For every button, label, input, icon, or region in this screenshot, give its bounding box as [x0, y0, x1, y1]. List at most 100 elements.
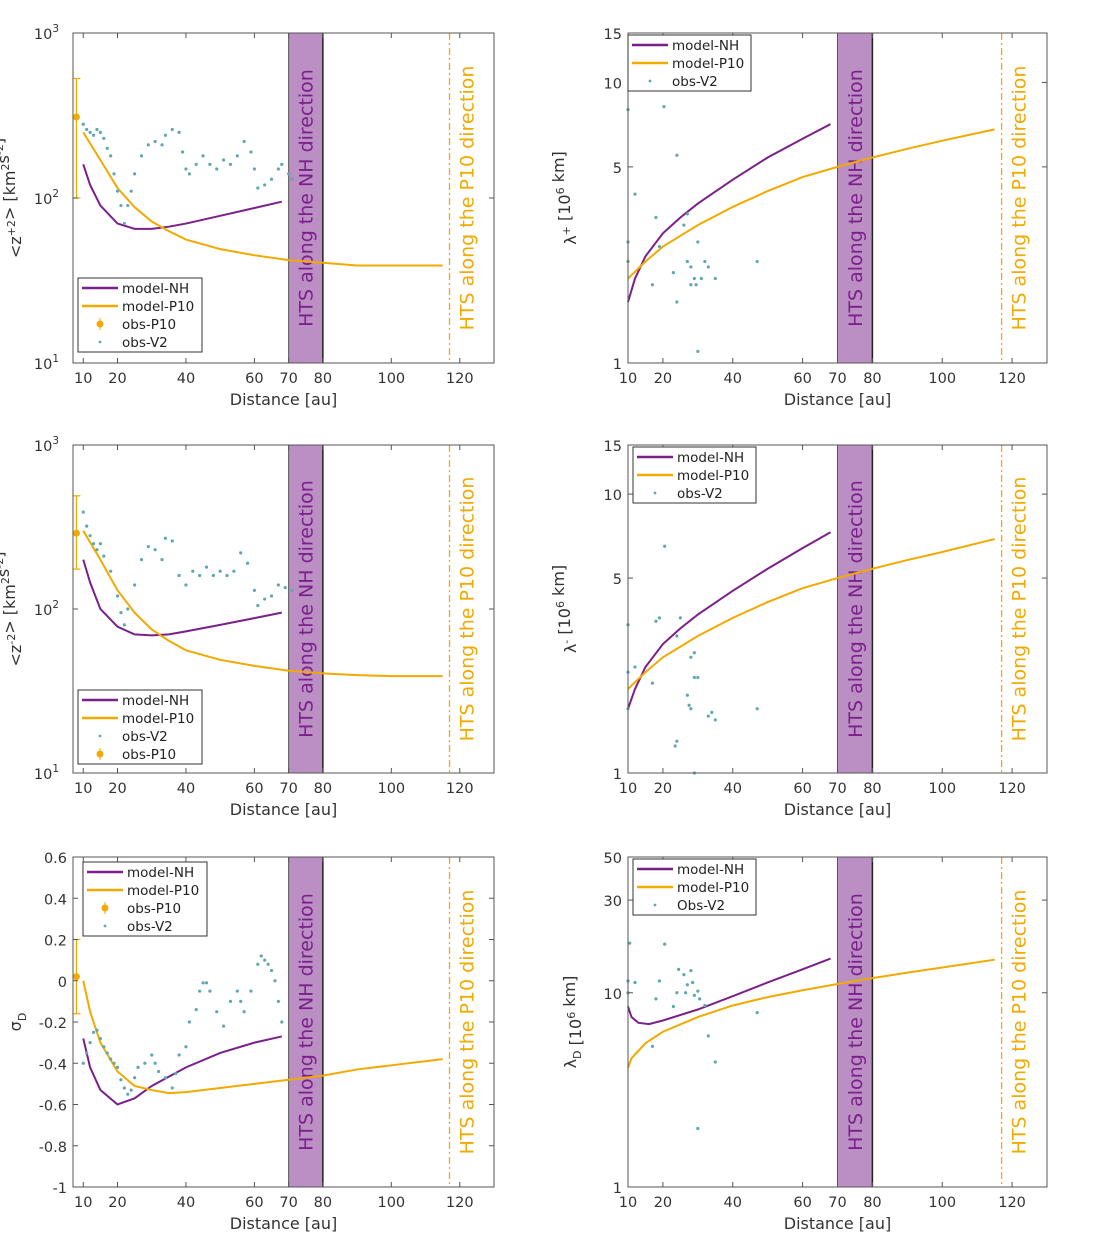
point-Obs-V2 — [654, 997, 658, 1001]
hts-nh-band — [288, 32, 324, 364]
legend: model-NH model-P10 obs-V2 — [632, 446, 757, 504]
point-obs-V2 — [269, 177, 274, 181]
legend-entry: model-NH — [127, 865, 194, 881]
y-tick-label: 0 — [58, 975, 67, 991]
x-tick-label: 10 — [74, 371, 92, 387]
point-obs-V2 — [215, 1010, 219, 1014]
legend-swatch-obs-V2 — [653, 491, 657, 495]
point-obs-V2 — [184, 583, 188, 587]
point-obs-V2 — [119, 203, 123, 208]
hts-p10-label: HTS along the P10 direction — [457, 477, 479, 742]
panel-zminus: HTS along the NH direction HTS along the … — [0, 435, 495, 819]
point-obs-V2 — [95, 1028, 99, 1032]
y-tick-label: 0.4 — [44, 892, 67, 908]
y-tick-label: 101 — [34, 353, 59, 373]
point-Obs-V2 — [684, 991, 688, 995]
point-obs-V2 — [713, 276, 717, 281]
y-label-part: s — [0, 569, 13, 577]
y-label-part: > [km — [0, 584, 19, 634]
point-obs-V2 — [713, 718, 717, 722]
y-axis-label: <z+2> [km2s-2] — [0, 138, 25, 258]
y-label-part: + — [560, 226, 573, 235]
point-obs-V2 — [129, 1088, 133, 1092]
y-label-part: 6 — [565, 1012, 578, 1019]
y-tick-label: 1 — [613, 767, 622, 783]
point-Obs-V2 — [677, 967, 681, 971]
legend-entry: model-NH — [672, 38, 739, 54]
point-obs-V2 — [133, 172, 137, 176]
point-obs-V2 — [81, 122, 85, 126]
legend-entry: model-NH — [122, 693, 189, 709]
exponent: 1 — [52, 763, 59, 775]
point-obs-V2 — [671, 270, 675, 275]
point-obs-V2 — [249, 150, 253, 154]
point-obs-V2 — [696, 675, 700, 680]
y-tick-label: 10 — [604, 76, 622, 92]
x-tick-label: 10 — [619, 1195, 637, 1211]
legend-swatch-obs-P10 — [101, 904, 109, 912]
y-tick-label: 50 — [604, 851, 622, 867]
point-obs-V2 — [290, 588, 294, 592]
point-obs-V2 — [263, 958, 267, 962]
point-obs-V2 — [184, 167, 188, 171]
point-obs-V2 — [98, 130, 102, 134]
exponent: 3 — [52, 435, 59, 447]
legend: model-NH model-P10 Obs-V2 — [632, 858, 757, 916]
point-obs-V2 — [160, 143, 164, 147]
point-obs-V2 — [706, 265, 710, 269]
point-obs-V2 — [194, 162, 198, 166]
x-tick-label: 80 — [314, 371, 332, 387]
point-Obs-V2 — [755, 1011, 759, 1015]
point-obs-V2 — [689, 707, 693, 711]
point-obs-V2 — [256, 962, 260, 966]
point-obs-V2 — [139, 558, 144, 562]
point-obs-V2 — [692, 651, 696, 655]
point-Obs-V2 — [663, 942, 667, 946]
y-label-part: λ — [561, 1059, 580, 1068]
y-tick-label: -0.4 — [39, 1057, 67, 1073]
legend-entry: obs-P10 — [122, 747, 176, 763]
y-tick-label: 1 — [613, 1181, 622, 1197]
point-obs-V2 — [163, 1076, 168, 1080]
point-obs-V2 — [694, 283, 698, 287]
x-tick-label: 40 — [724, 1195, 742, 1211]
x-tick-label: 80 — [863, 371, 881, 387]
legend-swatch-obs-V2 — [98, 734, 102, 738]
point-obs-V2 — [692, 276, 696, 281]
point-obs-V2 — [685, 259, 689, 264]
point-obs-V2 — [650, 681, 655, 685]
point-obs-V2 — [91, 1030, 96, 1034]
legend-swatch-obs-P10 — [96, 750, 104, 758]
point-obs-V2 — [153, 139, 157, 144]
x-tick-label: 70 — [279, 371, 297, 387]
legend-swatch-obs-V2 — [648, 79, 652, 83]
point-obs-V2 — [266, 962, 270, 966]
x-tick-label: 70 — [279, 781, 297, 797]
point-obs-V2 — [122, 623, 126, 627]
legend-entry: model-NH — [122, 281, 189, 297]
point-Obs-V2 — [685, 983, 689, 987]
point-obs-V2 — [235, 154, 239, 158]
point-obs-V2 — [654, 619, 658, 623]
x-tick-label: 10 — [74, 1195, 92, 1211]
point-obs-V2 — [703, 259, 707, 264]
point-Obs-V2 — [690, 980, 695, 985]
legend-swatch-obs-V2 — [103, 924, 107, 928]
point-Obs-V2 — [692, 993, 696, 997]
point-obs-V2 — [687, 703, 691, 707]
point-obs-V2 — [198, 573, 202, 578]
point-Obs-V2 — [675, 991, 679, 995]
point-obs-V2 — [252, 167, 257, 171]
point-obs-V2 — [222, 158, 226, 162]
x-tick-label: 120 — [998, 781, 1026, 797]
point-obs-V2 — [222, 1024, 226, 1028]
panel-zplus: HTS along the NH direction HTS along the … — [0, 23, 495, 409]
point-Obs-V2 — [713, 1060, 717, 1064]
y-label-part: 6 — [554, 187, 567, 194]
point-obs-V2 — [177, 573, 181, 578]
point-obs-V2 — [91, 542, 96, 546]
point-obs-V2 — [689, 265, 693, 269]
point-obs-V2 — [689, 283, 693, 287]
point-obs-V2 — [283, 586, 287, 590]
point-obs-V2 — [109, 1057, 113, 1061]
